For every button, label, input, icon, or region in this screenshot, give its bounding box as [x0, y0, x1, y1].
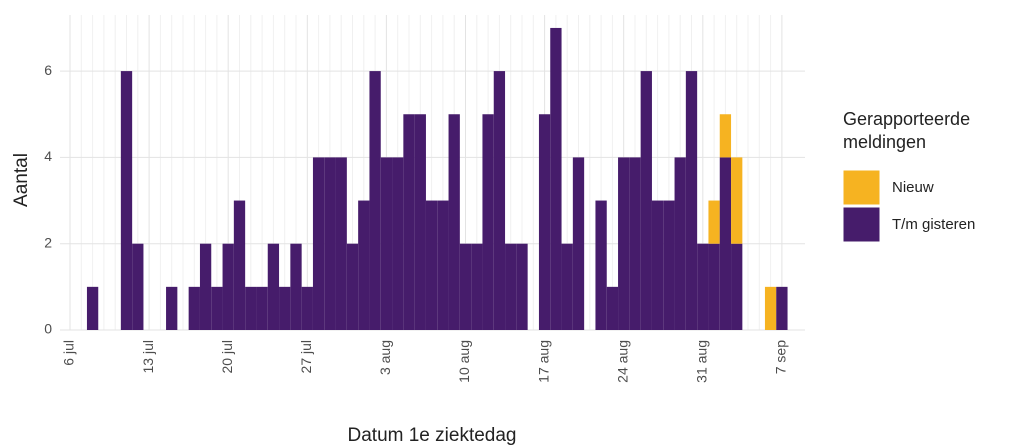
bar-segment [685, 71, 698, 331]
bar-segment [708, 200, 720, 244]
bar-segment [764, 286, 777, 330]
bar-segment [708, 243, 720, 330]
bar-segment [550, 27, 562, 331]
bar-segment [267, 243, 280, 330]
x-tick-label: 3 aug [377, 340, 393, 375]
bar-segment [618, 157, 630, 330]
x-tick-label: 17 aug [535, 340, 551, 383]
bar-segment [561, 243, 573, 330]
bar-segment [211, 286, 223, 330]
legend-swatch [842, 206, 881, 243]
bar-segment [86, 286, 99, 330]
bar-segment [482, 114, 494, 330]
x-tick-label: 31 aug [694, 340, 710, 383]
bar-segment [290, 243, 302, 330]
bar-segment [731, 243, 743, 330]
bar-segment [595, 200, 607, 330]
legend-label: Nieuw [892, 179, 934, 196]
bar-segment [199, 243, 212, 330]
y-tick-label: 0 [44, 321, 52, 337]
legend-title: Gerapporteerde meldingen [843, 109, 971, 152]
x-tick-label: 13 jul [140, 340, 156, 373]
x-tick-label: 20 jul [219, 340, 235, 373]
bar-segment [640, 71, 652, 331]
bar-segment [731, 157, 743, 244]
bar-segment [776, 286, 788, 330]
bar-segment [166, 286, 178, 330]
x-tick-label: 6 jul [61, 340, 77, 366]
y-axis-title: Aantal [11, 153, 32, 207]
bar-segment [651, 200, 664, 330]
bar-segment [459, 243, 472, 330]
bar-segment [629, 157, 641, 330]
bar-segment [414, 114, 426, 330]
bar-segment [120, 71, 133, 331]
bar-segment [245, 286, 257, 330]
bar-segment [312, 157, 325, 330]
bar-segment [301, 286, 313, 330]
x-tick-label: 24 aug [614, 340, 630, 383]
legend-label: T/m gisteren [892, 216, 975, 233]
bar-segment [188, 286, 200, 330]
bar-segment [380, 157, 393, 330]
x-axis-title: Datum 1e ziektedag [348, 425, 517, 446]
bar-segment [425, 200, 438, 330]
x-tick-label: 7 sep [773, 340, 789, 374]
bar-segment [256, 286, 268, 330]
bar-segment [403, 114, 415, 330]
legend-swatch [842, 169, 881, 206]
bar-segment [233, 200, 246, 330]
bar-segment [719, 114, 732, 158]
bar-segment [674, 157, 686, 330]
bar-segment [505, 243, 517, 330]
y-tick-label: 6 [44, 62, 52, 78]
bar-segment [324, 157, 336, 330]
bar-segment [346, 243, 359, 330]
bar-segment [448, 114, 460, 330]
bar-segment [392, 157, 404, 330]
bar-segment [493, 71, 506, 331]
bar-segment [697, 243, 709, 330]
x-tick-label: 10 aug [456, 340, 472, 383]
bar-segment [606, 286, 619, 330]
bar-segment [471, 243, 483, 330]
bar-segment [663, 200, 675, 330]
bar-segment [538, 114, 551, 330]
y-tick-label: 2 [44, 234, 52, 250]
bar-segment [369, 71, 381, 331]
bar-segment [222, 243, 234, 330]
bar-segment [719, 157, 732, 330]
bar-segment [335, 157, 347, 330]
bar-segment [516, 243, 528, 330]
bar-segment [437, 200, 449, 330]
bar-segment [132, 243, 144, 330]
x-tick-label: 27 jul [298, 340, 314, 373]
bar-segment [279, 286, 291, 330]
bar-segment [572, 157, 585, 330]
y-tick-label: 4 [44, 148, 52, 164]
bar-segment [358, 200, 370, 330]
